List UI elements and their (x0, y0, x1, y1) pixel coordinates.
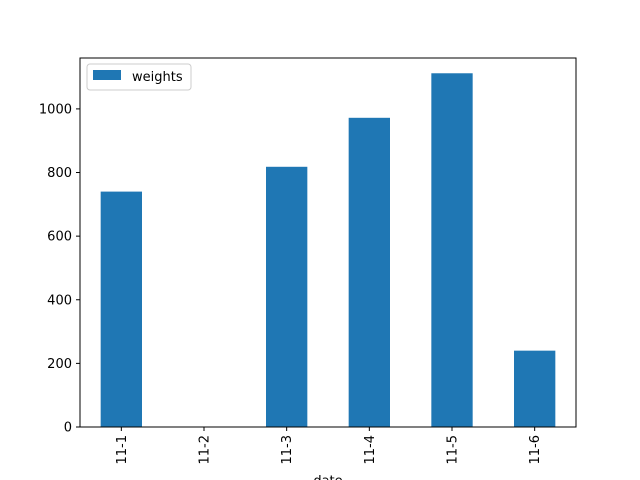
x-tick-label-11-2: 11-2 (198, 435, 213, 465)
legend: weights (86, 63, 192, 91)
bar-11-5 (431, 73, 473, 427)
x-tick-label-11-3: 11-3 (280, 435, 295, 465)
bars-group (100, 73, 556, 427)
y-tick-label-800: 800 (47, 166, 72, 181)
x-axis: 11-1 11-2 11-3 11-4 11-5 11-6 (115, 427, 543, 465)
y-tick-label-200: 200 (47, 357, 72, 372)
legend-label: weights (132, 70, 183, 85)
legend-swatch (93, 70, 121, 80)
x-tick-label-11-4: 11-4 (363, 435, 378, 465)
y-tick-label-0: 0 (64, 421, 72, 436)
plot-frame (79, 57, 577, 428)
bar-11-6 (514, 350, 556, 427)
x-tick-label-11-5: 11-5 (446, 435, 461, 465)
plot-area (80, 58, 576, 427)
x-axis-label: date (313, 474, 342, 480)
bar-11-1 (100, 191, 142, 427)
y-tick-label-1000: 1000 (39, 102, 72, 117)
bar-11-3 (266, 166, 308, 427)
y-tick-label-600: 600 (47, 230, 72, 245)
x-tick-label-11-6: 11-6 (528, 435, 543, 465)
y-axis: 0 200 400 600 800 1000 (39, 102, 80, 436)
bar-11-4 (348, 117, 390, 427)
y-tick-label-400: 400 (47, 293, 72, 308)
x-tick-label-11-1: 11-1 (115, 435, 130, 465)
